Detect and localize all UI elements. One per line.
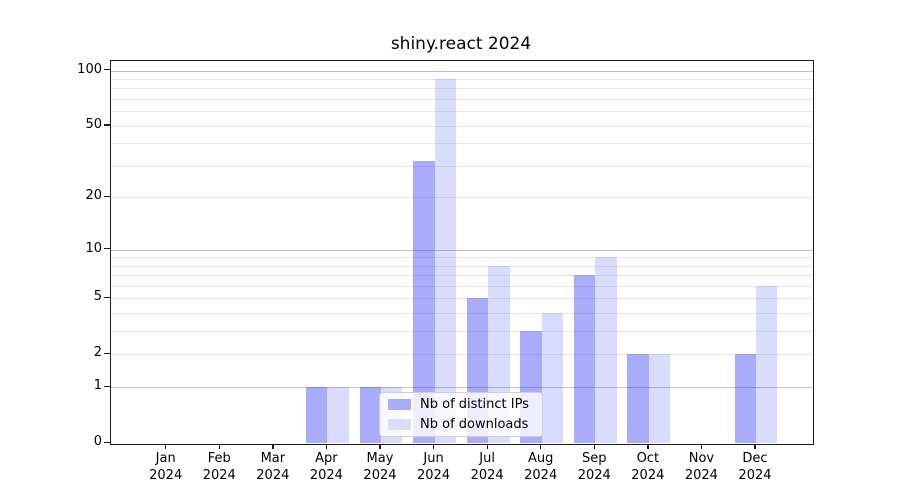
- gridline-major: [111, 249, 813, 251]
- bar-distinct-ips-oct: [627, 354, 649, 443]
- legend-item-distinct-ips: Nb of distinct IPs: [388, 396, 534, 413]
- y-tick-label: 50: [85, 116, 102, 132]
- gridline-minor: [111, 257, 813, 259]
- y-tick-mark: [103, 296, 110, 299]
- gridline-minor: [111, 298, 813, 300]
- gridline-minor: [111, 99, 813, 101]
- gridline-minor: [111, 313, 813, 315]
- bar-downloads-jun: [434, 79, 456, 443]
- y-tick-label: 1: [93, 378, 102, 394]
- x-tick-label: May 2024: [363, 451, 397, 483]
- legend: Nb of distinct IPs Nb of downloads: [379, 392, 543, 437]
- x-tick-label: Sep 2024: [577, 451, 611, 483]
- bar-downloads-apr: [327, 387, 349, 443]
- y-tick-mark: [103, 69, 110, 71]
- y-tick-label: 0: [93, 434, 102, 449]
- gridline-major: [111, 387, 813, 389]
- x-tick-mark: [325, 444, 328, 450]
- x-tick-mark: [540, 444, 542, 450]
- gridline-minor: [111, 354, 813, 356]
- x-tick-label: Feb 2024: [202, 451, 236, 483]
- gridline-minor: [111, 79, 813, 80]
- x-tick-label: Oct 2024: [631, 451, 665, 483]
- plot-area: [110, 60, 814, 445]
- gridline-minor: [111, 197, 813, 199]
- y-tick-label: 100: [77, 61, 102, 77]
- gridline-minor: [111, 88, 813, 90]
- x-tick-mark: [379, 444, 381, 450]
- x-tick-mark: [272, 444, 274, 450]
- gridline-minor: [111, 285, 813, 287]
- x-tick-mark: [754, 444, 756, 450]
- x-tick-label: Nov 2024: [684, 451, 718, 483]
- gridline-major: [111, 70, 813, 72]
- bar-downloads-sep: [595, 257, 617, 443]
- bar-downloads-oct: [648, 354, 671, 443]
- legend-item-downloads: Nb of downloads: [388, 416, 534, 433]
- x-tick-mark: [486, 444, 488, 450]
- x-tick-label: Dec 2024: [738, 451, 772, 483]
- y-tick-mark: [103, 248, 110, 250]
- y-tick-label: 5: [93, 289, 102, 305]
- bar-distinct-ips-dec: [734, 354, 756, 443]
- x-tick-label: Jun 2024: [417, 451, 451, 483]
- gridline-minor: [111, 125, 813, 127]
- gridline-minor: [111, 275, 813, 277]
- chart-title: shiny.react 2024: [390, 34, 532, 54]
- x-tick-label: Jul 2024: [470, 451, 504, 483]
- gridline-minor: [111, 331, 813, 333]
- x-tick-label: Jan 2024: [149, 451, 183, 483]
- y-tick-label: 2: [93, 345, 102, 361]
- gridline-minor: [111, 111, 813, 113]
- bar-distinct-ips-jun: [413, 160, 435, 443]
- legend-label-downloads: Nb of downloads: [420, 416, 529, 432]
- gridline-minor: [111, 143, 813, 145]
- bar-distinct-ips-sep: [573, 275, 596, 443]
- x-tick-label: Aug 2024: [524, 451, 558, 483]
- y-tick-mark: [103, 195, 110, 198]
- legend-label-distinct-ips: Nb of distinct IPs: [420, 396, 529, 412]
- x-tick-mark: [165, 444, 167, 450]
- bar-distinct-ips-may: [359, 387, 381, 443]
- legend-swatch-distinct-ips: [388, 399, 411, 410]
- x-tick-mark: [593, 444, 595, 450]
- bar-downloads-dec: [755, 285, 778, 443]
- bar-distinct-ips-apr: [306, 387, 328, 443]
- x-tick-label: Apr 2024: [309, 451, 343, 483]
- x-tick-label: Mar 2024: [256, 451, 290, 483]
- bar-downloads-aug: [541, 313, 564, 443]
- y-tick-mark: [103, 441, 110, 443]
- y-tick-mark: [103, 352, 110, 355]
- y-tick-label: 10: [85, 240, 102, 256]
- y-tick-mark: [103, 385, 110, 387]
- y-tick-label: 20: [85, 188, 102, 204]
- x-tick-mark: [432, 444, 435, 450]
- legend-swatch-downloads: [388, 419, 411, 430]
- gridline-minor: [111, 165, 813, 167]
- x-tick-mark: [647, 444, 649, 450]
- gridline-minor: [111, 265, 813, 267]
- x-tick-mark: [218, 444, 220, 450]
- y-tick-mark: [103, 124, 110, 126]
- x-tick-mark: [700, 444, 703, 450]
